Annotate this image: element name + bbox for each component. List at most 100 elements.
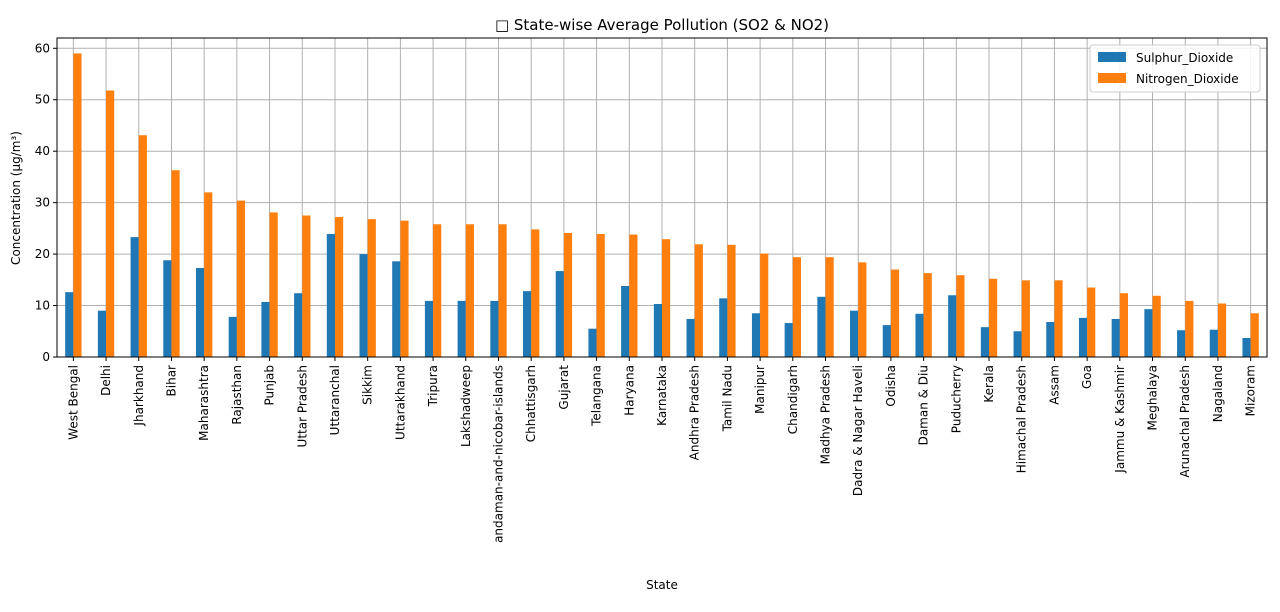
bar-no2 — [1185, 300, 1194, 357]
bar-no2 — [727, 244, 736, 357]
bar-so2 — [424, 300, 434, 357]
y-tick-label: 10 — [35, 299, 50, 313]
bar-no2 — [1087, 287, 1096, 357]
x-tick-label: Tripura — [426, 365, 440, 407]
x-tick-label: Uttarakhand — [393, 365, 407, 440]
bar-no2 — [302, 215, 311, 357]
bar-so2 — [686, 318, 695, 357]
y-tick-label: 60 — [35, 41, 50, 55]
bar-so2 — [555, 271, 564, 357]
x-tick-label: Nagaland — [1211, 365, 1225, 422]
bar-so2 — [294, 293, 303, 357]
legend-label-so2: Sulphur_Dioxide — [1136, 51, 1233, 65]
x-tick-label: andaman-and-nicobar-islands — [491, 365, 505, 543]
x-tick-label: West Bengal — [66, 365, 80, 440]
x-tick-label: Daman & Diu — [917, 365, 931, 445]
bar-so2 — [163, 260, 172, 357]
bar-so2 — [457, 300, 466, 357]
bar-so2 — [980, 327, 990, 357]
bar-so2 — [97, 310, 107, 357]
bar-no2 — [989, 278, 998, 357]
bar-no2 — [956, 275, 965, 357]
bar-no2 — [106, 90, 115, 357]
bar-no2 — [694, 244, 703, 357]
bar-so2 — [1209, 329, 1218, 357]
bar-no2 — [400, 220, 409, 357]
bar-no2 — [923, 273, 932, 357]
bar-so2 — [1078, 317, 1088, 357]
x-tick-label: Bihar — [164, 365, 178, 397]
x-tick-label: Karnataka — [655, 365, 669, 426]
bar-no2 — [1119, 293, 1129, 357]
x-tick-label: Kerala — [982, 365, 996, 403]
bars — [65, 53, 1259, 357]
x-tick-label: Jharkhand — [132, 365, 146, 427]
x-tick-label: Tamil Nadu — [720, 365, 734, 432]
y-axis: 0 10 20 30 40 50 60 — [35, 41, 57, 364]
bar-so2 — [882, 325, 891, 357]
y-tick-label: 40 — [35, 144, 50, 158]
x-tick-label: Meghalaya — [1146, 365, 1160, 430]
bar-no2 — [792, 257, 801, 357]
x-tick-label: Punjab — [263, 365, 277, 406]
x-tick-label: Goa — [1080, 365, 1094, 389]
x-tick-label: Chandigarh — [786, 365, 800, 434]
chart-title: □ State-wise Average Pollution (SO2 & NO… — [495, 16, 829, 34]
bar-no2 — [269, 212, 278, 357]
bar-so2 — [326, 234, 335, 357]
legend-swatch-no2 — [1098, 73, 1126, 83]
x-tick-label: Uttaranchal — [328, 365, 342, 435]
bar-so2 — [850, 310, 859, 357]
legend-label-no2: Nitrogen_Dioxide — [1136, 72, 1239, 86]
y-tick-label: 50 — [35, 93, 50, 107]
x-tick-label: Jammu & Kashmir — [1113, 365, 1127, 474]
bar-so2 — [490, 300, 499, 357]
bar-so2 — [130, 237, 139, 357]
bar-so2 — [948, 295, 957, 357]
bar-so2 — [719, 298, 728, 357]
bar-no2 — [1152, 295, 1161, 357]
bar-no2 — [531, 229, 540, 357]
bar-no2 — [498, 224, 507, 357]
bar-so2 — [195, 267, 205, 357]
bar-no2 — [73, 53, 82, 357]
x-axis: West Bengal Delhi Jharkhand Bihar Maharashtr… — [66, 357, 1258, 543]
x-tick-label: Assam — [1047, 365, 1061, 405]
bar-no2 — [204, 192, 213, 357]
y-tick-label: 0 — [42, 350, 50, 364]
bar-no2 — [334, 217, 344, 357]
bar-no2 — [1217, 303, 1227, 357]
bar-so2 — [65, 292, 74, 357]
bar-so2 — [1013, 331, 1022, 357]
bar-so2 — [817, 296, 826, 357]
x-tick-label: Uttar Pradesh — [295, 365, 309, 447]
x-tick-label: Mizoram — [1244, 365, 1258, 416]
x-tick-label: Odisha — [884, 365, 898, 407]
bar-no2 — [236, 200, 246, 357]
x-tick-label: Telangana — [590, 365, 604, 427]
bar-no2 — [890, 269, 900, 357]
x-tick-label: Maharashtra — [197, 365, 211, 441]
y-axis-title: Concentration (µg/m³) — [9, 131, 23, 265]
x-tick-label: Sikkim — [361, 365, 375, 405]
x-tick-label: Himachal Pradesh — [1015, 365, 1029, 473]
y-tick-label: 30 — [35, 196, 50, 210]
x-tick-label: Lakshadweep — [459, 365, 473, 447]
bar-so2 — [1144, 309, 1153, 357]
legend-box — [1089, 44, 1261, 93]
bar-no2 — [1021, 280, 1030, 357]
bar-so2 — [523, 291, 532, 357]
bar-so2 — [228, 316, 237, 357]
x-tick-label: Manipur — [753, 365, 767, 414]
bar-no2 — [1250, 313, 1259, 357]
bar-so2 — [915, 313, 924, 357]
bar-no2 — [563, 233, 573, 357]
bar-no2 — [1054, 280, 1063, 357]
x-tick-label: Chhattisgarh — [524, 365, 538, 442]
bar-no2 — [138, 135, 147, 357]
bar-so2 — [1177, 330, 1186, 357]
y-tick-label: 20 — [35, 247, 50, 261]
x-tick-label: Madhya Pradesh — [819, 365, 833, 464]
bar-so2 — [261, 301, 270, 357]
